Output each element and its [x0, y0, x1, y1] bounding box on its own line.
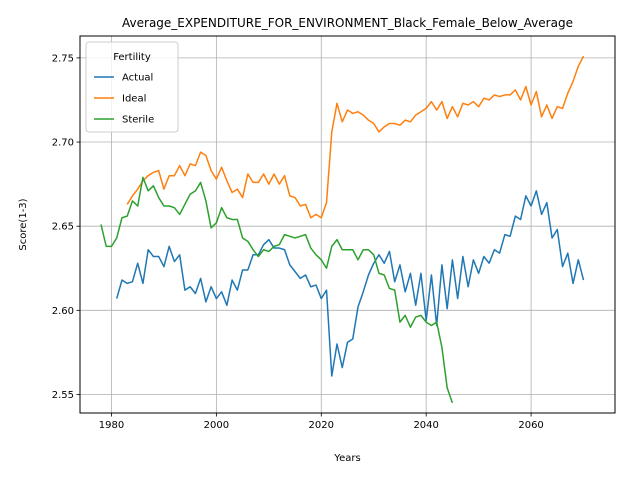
axis-ticks: 1980 2000 2020 2040 2060 2.55 2.60 2.65 2.70 2.75 [52, 53, 544, 431]
y-tick-label: 2.55 [52, 390, 74, 401]
series-line-ideal [126, 55, 585, 219]
y-tick-label: 2.70 [52, 138, 74, 149]
legend-box [85, 41, 179, 133]
legend-title: Fertility [113, 52, 151, 63]
y-tick-label: 2.75 [52, 53, 74, 64]
legend-entry-ideal: Ideal [122, 94, 146, 105]
series-line-sterile [100, 176, 454, 404]
plot-series [100, 55, 585, 404]
x-tick-label: 1980 [99, 420, 124, 431]
x-tick-label: 2000 [204, 420, 229, 431]
y-axis-label: Score(1-3) [18, 198, 29, 250]
chart-title: Average_EXPENDITURE_FOR_ENVIRONMENT_Blac… [122, 16, 573, 30]
grid-lines [80, 36, 615, 413]
legend: Fertility Actual Ideal Sterile [85, 41, 179, 133]
x-tick-label: 2020 [309, 420, 334, 431]
x-tick-label: 2060 [518, 420, 543, 431]
legend-entry-sterile: Sterile [122, 115, 154, 126]
x-axis-label: Years [333, 453, 360, 464]
y-tick-label: 2.65 [52, 222, 74, 233]
legend-entry-actual: Actual [122, 73, 153, 84]
series-line-actual [115, 190, 585, 377]
x-tick-label: 2040 [413, 420, 438, 431]
y-tick-label: 2.60 [52, 306, 74, 317]
plot-frame [79, 35, 616, 414]
